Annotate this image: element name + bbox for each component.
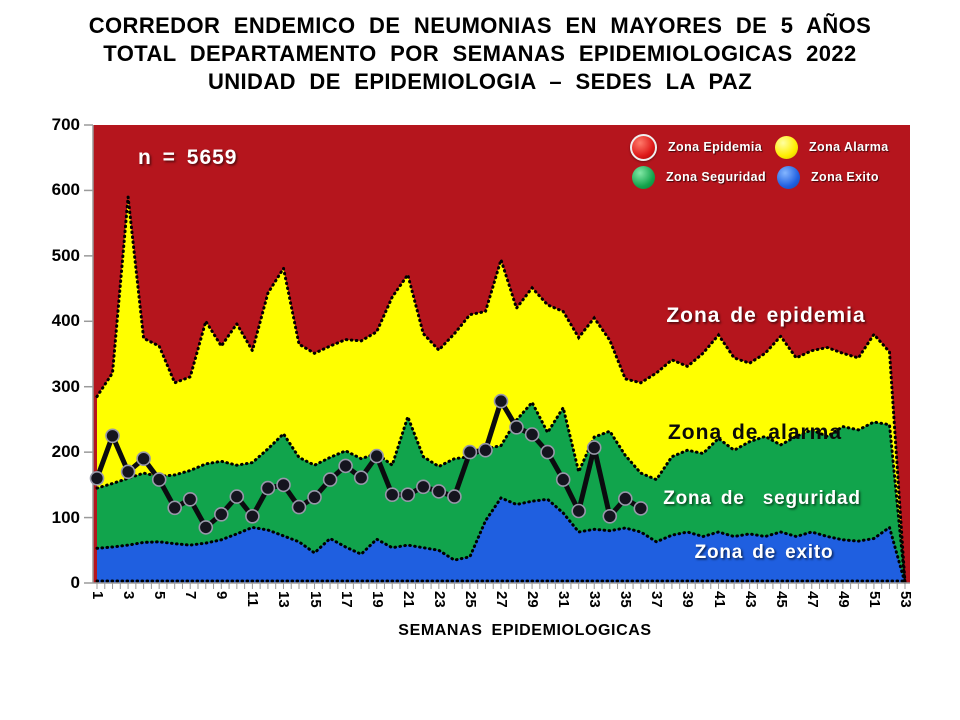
chart-title-line3: UNIDAD DE EPIDEMIOLOGIA – SEDES LA PAZ xyxy=(207,69,753,94)
cases-2022-marker-week-23 xyxy=(431,484,447,499)
legend-exito-label: Zona Exito xyxy=(811,170,879,184)
epidemic-threshold-line xyxy=(95,196,907,585)
x-axis-label-week-23: 23 xyxy=(430,591,448,608)
cases-2022-marker-week-1 xyxy=(89,470,105,486)
x-axis-label-week-19: 19 xyxy=(368,591,386,608)
y-axis-label-100: 100 xyxy=(51,507,80,527)
legend-item-alarma: Zona Alarma xyxy=(775,134,889,160)
x-axis-label-week-33: 33 xyxy=(586,591,604,608)
cases-2022-marker-week-14 xyxy=(291,499,307,515)
cases-2022-marker-week-12 xyxy=(260,480,276,496)
cases-2022-marker-week-31 xyxy=(555,472,571,487)
cases-2022-marker-week-21 xyxy=(400,487,416,503)
cases-2022-marker-week-6 xyxy=(167,500,182,516)
cases-2022-marker-week-27 xyxy=(493,393,509,409)
cases-2022-marker-week-17 xyxy=(338,458,353,474)
x-axis-label-week-41: 41 xyxy=(710,591,728,608)
zone-label-epidemia: Zona de epidemia xyxy=(666,304,866,327)
cases-2022-marker-week-35 xyxy=(617,491,633,506)
x-axis-label-week-3: 3 xyxy=(120,591,138,600)
alarm-threshold-line xyxy=(95,399,907,585)
cases-2022-marker-week-30 xyxy=(540,444,555,460)
x-axis-label-week-17: 17 xyxy=(337,591,355,608)
x-axis-label-week-43: 43 xyxy=(741,591,759,608)
chart-title-line2: TOTAL DEPARTAMENTO POR SEMANAS EPIDEMIOL… xyxy=(103,41,857,66)
x-axis-label-week-51: 51 xyxy=(865,591,883,608)
cases-2022-marker-week-33 xyxy=(586,440,602,455)
y-axis-label-700: 700 xyxy=(51,115,80,134)
cases-2022-marker-week-26 xyxy=(478,442,493,458)
x-axis-label-week-11: 11 xyxy=(244,591,262,607)
cases-2022-marker-week-36 xyxy=(633,501,649,516)
legend-exito-circle-icon xyxy=(777,165,800,189)
x-axis-label-week-47: 47 xyxy=(803,591,821,608)
legend-epidemia-circle-icon xyxy=(630,133,657,161)
cases-2022-marker-week-3 xyxy=(120,464,136,480)
chart-title-line1: CORREDOR ENDEMICO DE NEUMONIAS EN MAYORE… xyxy=(88,13,872,38)
cases-2022-marker-week-34 xyxy=(602,508,618,524)
sample-size-label: n = 5659 xyxy=(138,146,238,169)
x-axis-label-week-35: 35 xyxy=(617,591,635,608)
zone-label-alarma: Zona de alarma xyxy=(667,421,843,444)
y-axis-label-300: 300 xyxy=(51,376,80,396)
x-axis-label-week-15: 15 xyxy=(306,591,324,608)
x-axis-label-week-39: 39 xyxy=(679,591,697,608)
success-threshold-line xyxy=(95,496,907,585)
zone-label-seguridad: Zona de seguridad xyxy=(663,488,861,509)
x-axis-label-week-49: 49 xyxy=(834,591,852,608)
x-axis-label-week-53: 53 xyxy=(897,591,914,608)
y-axis-label-200: 200 xyxy=(51,442,80,462)
x-axis-label-week-7: 7 xyxy=(182,591,200,600)
x-axis-label-week-37: 37 xyxy=(648,591,666,608)
legend-item-epidemia: Zona Epidemia xyxy=(630,133,763,161)
cases-2022-marker-week-19 xyxy=(369,448,385,464)
legend-alarma-circle-icon xyxy=(775,135,798,159)
cases-2022-marker-week-16 xyxy=(322,472,338,487)
cases-2022-marker-week-11 xyxy=(245,508,260,524)
cases-2022-marker-week-32 xyxy=(571,503,587,519)
cases-2022-marker-week-8 xyxy=(198,520,214,535)
x-axis-label-week-9: 9 xyxy=(213,591,231,600)
x-axis-label-week-1: 1 xyxy=(89,591,106,600)
x-axis-label-week-29: 29 xyxy=(524,591,542,608)
cases-2022-marker-week-9 xyxy=(214,506,229,522)
x-axis-label-week-45: 45 xyxy=(772,591,790,608)
cases-2022-marker-week-10 xyxy=(229,489,245,504)
y-axis-label-600: 600 xyxy=(51,180,80,200)
x-axis-title: SEMANAS EPIDEMIOLOGICAS xyxy=(398,622,652,639)
legend-item-exito: Zona Exito xyxy=(777,164,879,190)
legend-seguridad-circle-icon xyxy=(632,165,655,189)
cases-2022-marker-week-29 xyxy=(524,427,540,442)
x-axis-label-week-13: 13 xyxy=(275,591,293,608)
legend-alarma-label: Zona Alarma xyxy=(809,140,889,154)
cases-2022-marker-week-20 xyxy=(384,487,400,503)
cases-2022-marker-week-28 xyxy=(509,419,524,435)
y-axis-label-400: 400 xyxy=(51,311,80,331)
chart-title: CORREDOR ENDEMICO DE NEUMONIAS EN MAYORE… xyxy=(0,12,960,96)
x-axis-label-week-25: 25 xyxy=(461,591,479,608)
cases-2022-marker-week-25 xyxy=(462,444,478,460)
cases-2022-marker-week-22 xyxy=(415,479,431,495)
cases-2022-marker-week-2 xyxy=(105,428,120,444)
x-axis-label-week-5: 5 xyxy=(151,591,169,600)
zone-label-exito: Zona de exito xyxy=(694,542,834,563)
cases-2022-marker-week-7 xyxy=(182,491,198,507)
cases-2022-marker-week-4 xyxy=(136,451,151,467)
x-axis-label-week-27: 27 xyxy=(493,591,510,608)
cases-2022-marker-week-18 xyxy=(353,470,369,486)
legend-epidemia-label: Zona Epidemia xyxy=(668,140,763,154)
y-axis-label-0: 0 xyxy=(70,573,80,592)
cases-2022-marker-week-5 xyxy=(151,472,167,487)
x-axis-label-week-21: 21 xyxy=(399,591,417,608)
y-axis-label-500: 500 xyxy=(51,245,80,265)
x-axis-label-week-31: 31 xyxy=(555,591,573,608)
legend-seguridad-label: Zona Seguridad xyxy=(666,170,767,184)
legend-item-seguridad: Zona Seguridad xyxy=(632,164,766,190)
cases-2022-marker-week-13 xyxy=(276,477,291,493)
zone-area-exito xyxy=(97,497,905,583)
cases-2022-marker-week-15 xyxy=(307,489,322,505)
cases-2022-marker-week-24 xyxy=(447,489,462,504)
